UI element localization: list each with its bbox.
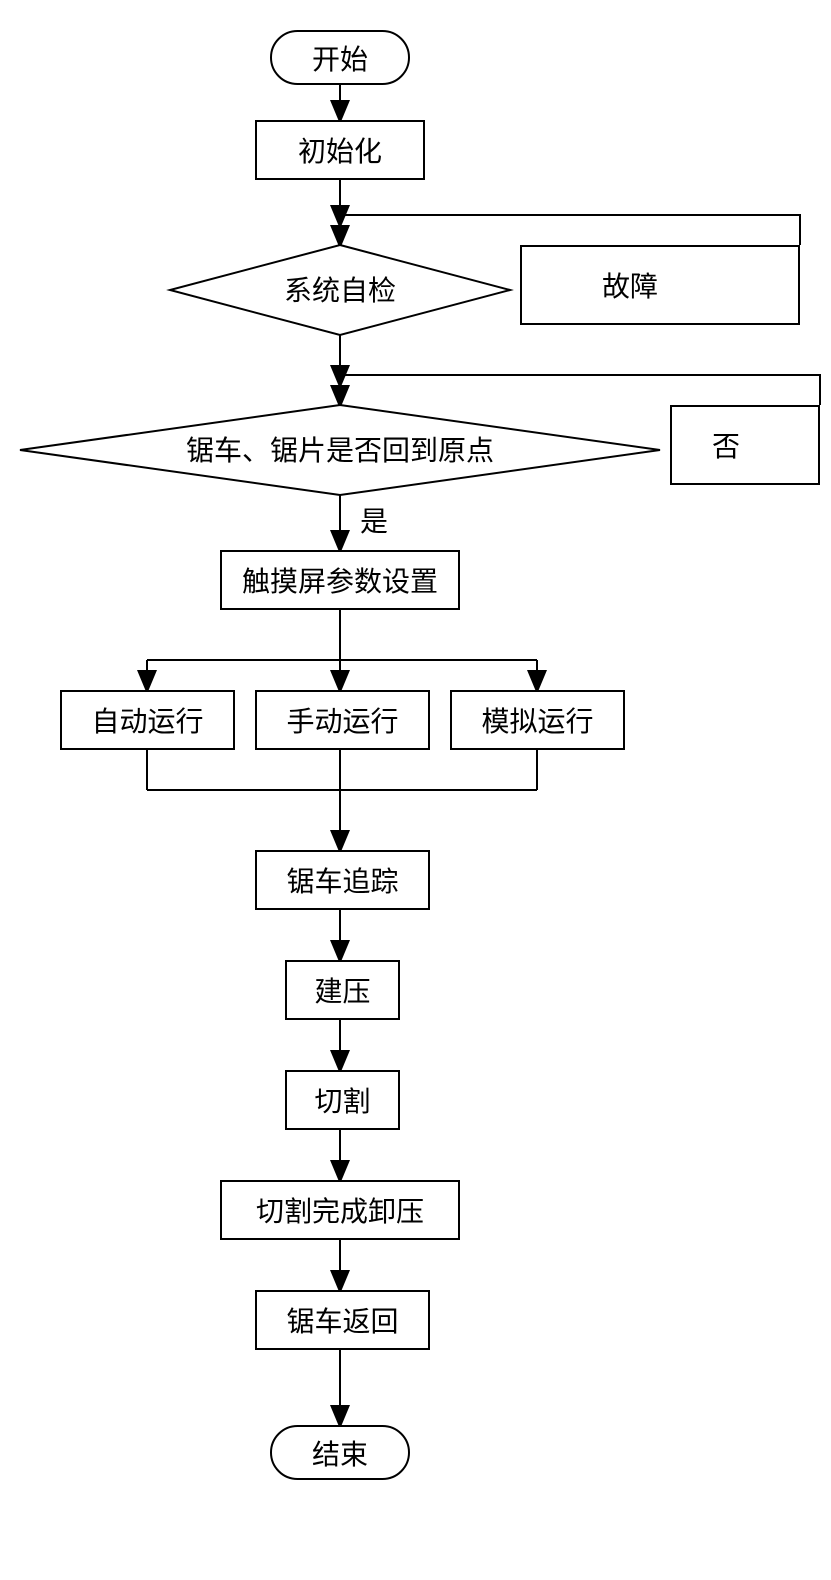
process-pressure: 建压 [285, 960, 400, 1020]
process-no_box: 否 [670, 405, 820, 485]
decision-label-selfcheck: 系统自检 [284, 275, 396, 307]
arrow-2 [340, 215, 800, 245]
terminator-start: 开始 [270, 30, 410, 85]
process-init: 初始化 [255, 120, 425, 180]
process-simulate: 模拟运行 [450, 690, 625, 750]
process-auto: 自动运行 [60, 690, 235, 750]
process-unload: 切割完成卸压 [220, 1180, 460, 1240]
arrow-4 [340, 375, 820, 405]
process-cutting: 切割 [285, 1070, 400, 1130]
process-touchscreen: 触摸屏参数设置 [220, 550, 460, 610]
decision-label-origin: 锯车、锯片是否回到原点 [186, 435, 494, 467]
process-fault: 故障 [520, 245, 800, 325]
process-manual: 手动运行 [255, 690, 430, 750]
label-label_yes: 是 [360, 500, 388, 540]
process-return: 锯车返回 [255, 1290, 430, 1350]
terminator-end: 结束 [270, 1425, 410, 1480]
process-tracking: 锯车追踪 [255, 850, 430, 910]
